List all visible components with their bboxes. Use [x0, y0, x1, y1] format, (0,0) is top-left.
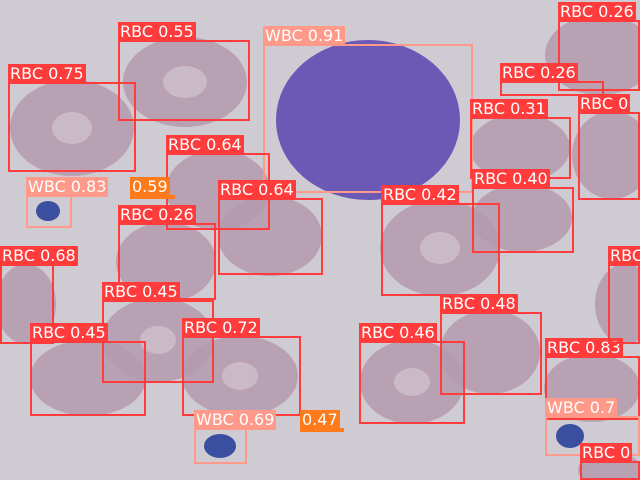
detection-label: WBC 0.91: [263, 26, 346, 46]
detection-box: RBC 0.48: [440, 294, 542, 395]
rbc-cell: [472, 184, 572, 252]
detection-label: RBC 0: [578, 94, 631, 114]
detection-box: WBC 0.69: [194, 410, 277, 464]
rbc-cell: [470, 114, 570, 182]
detection-label: RBC 0.55: [118, 22, 196, 42]
detection-box: RBC 0.45: [30, 323, 146, 416]
detection-label: RBC 0.72: [182, 318, 260, 338]
detection-box: RBC 0.26: [558, 2, 640, 91]
detection-label: RBC 0.40: [472, 169, 550, 189]
detection-box: RBC 0.55: [118, 22, 250, 121]
detection-box: RBC: [608, 246, 640, 344]
platelet: [556, 424, 584, 448]
detection-box: RBC 0.72: [182, 318, 301, 416]
detection-box: WBC 0.7: [545, 398, 640, 456]
detection-label: RBC 0.42: [381, 185, 459, 205]
detection-box: RBC 0.40: [472, 169, 574, 253]
detection-box: RBC 0.31: [470, 99, 571, 179]
detection-label: RBC 0.45: [30, 323, 108, 343]
detection-box: WBC 0.83: [26, 177, 109, 228]
rbc-cell: [440, 310, 540, 394]
detection-label: RBC 0.48: [440, 294, 518, 314]
detection-label: RBC 0.31: [470, 99, 548, 119]
detection-label: RBC 0.45: [102, 282, 180, 302]
detection-label: RBC 0.26: [500, 63, 578, 83]
detection-box: 0.47: [300, 410, 344, 432]
detection-label: RBC 0.64: [166, 135, 244, 155]
rbc-cell: [595, 264, 640, 344]
detection-label: RBC 0.64: [218, 180, 296, 200]
detection-box: RBC 0.46: [359, 323, 465, 424]
platelet: [36, 201, 60, 221]
detection-label: RBC 0.75: [8, 64, 86, 84]
detection-label: 0.59: [130, 177, 170, 197]
detection-label: WBC 0.7: [545, 398, 618, 418]
detection-box: RBC 0: [578, 94, 640, 200]
detection-box: 0.59: [130, 177, 175, 199]
detection-box: RBC 0.42: [381, 185, 500, 296]
detection-box: RBC 0: [580, 443, 640, 480]
detection-label: RBC 0.83: [545, 338, 623, 358]
detection-box: RBC 0.64: [218, 180, 323, 275]
rbc-cell: [30, 340, 146, 416]
detection-label: WBC 0.69: [194, 410, 277, 430]
detection-label: 0.47: [300, 410, 340, 430]
wbc-nucleus: [276, 40, 460, 200]
detection-label: WBC 0.83: [26, 177, 109, 197]
detection-box: RBC 0.68: [0, 246, 78, 344]
rbc-cell: [572, 111, 640, 199]
detection-label: RBC 0.68: [0, 246, 78, 266]
detection-label: RBC 0: [580, 443, 633, 463]
detection-label: RBC 0.26: [118, 205, 196, 225]
detection-box: RBC 0.75: [8, 64, 136, 172]
detection-label: RBC: [608, 246, 640, 266]
detection-label: RBC 0.26: [558, 2, 636, 22]
detection-label: RBC 0.46: [359, 323, 437, 343]
rbc-cell: [218, 196, 322, 276]
detection-box: RBC 0.26: [500, 63, 604, 96]
platelet: [204, 434, 236, 458]
detection-box: WBC 0.91: [263, 26, 473, 193]
detection-box: RBC 0.83: [545, 338, 640, 420]
